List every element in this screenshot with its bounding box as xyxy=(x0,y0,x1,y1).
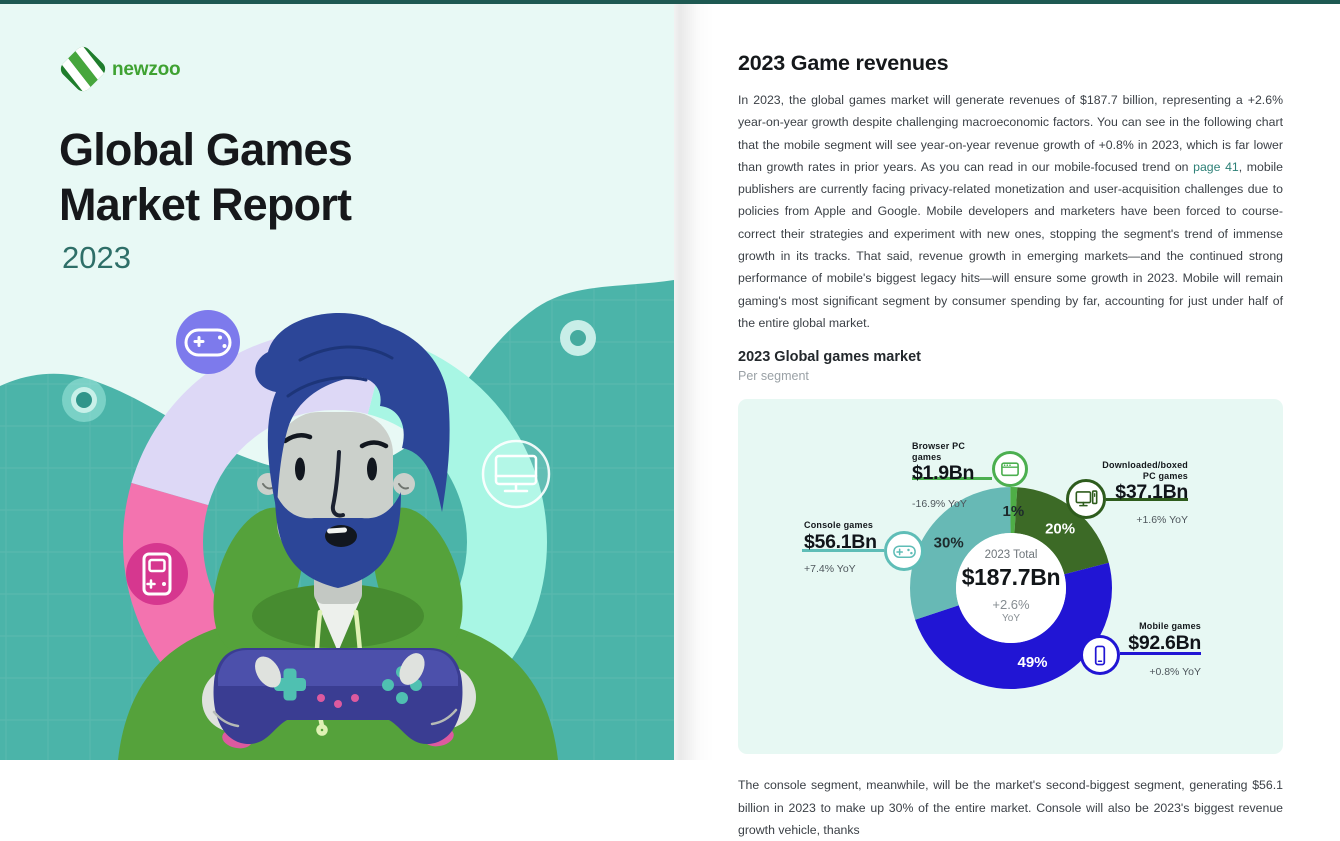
report-page: 2023 Game revenues In 2023, the global g… xyxy=(674,0,1340,837)
intro-paragraph: In 2023, the global games market will ge… xyxy=(738,89,1283,334)
segment-name: Downloaded/boxed xyxy=(1102,460,1188,471)
gamepad-icon xyxy=(176,310,240,374)
page-41-link[interactable]: page 41 xyxy=(1193,159,1239,174)
segment-value: $56.1Bn xyxy=(804,530,877,553)
chart-panel: 1% 20% 49% 30% 2023 Total $187.7Bn +2.6% Yo… xyxy=(738,399,1283,755)
badge-browser-pc-games xyxy=(992,451,1028,488)
cover-title-line2: Market Report xyxy=(59,179,352,230)
monitor-icon xyxy=(481,439,551,509)
browser-window-icon xyxy=(1001,462,1019,477)
wave-dot-decoration-left xyxy=(62,378,106,422)
badge-console-games xyxy=(884,531,924,572)
label-mobile-games: Mobile games $92.6Bn +0.8% YoY xyxy=(1101,621,1201,678)
segment-yoy: +7.4% YoY xyxy=(804,562,856,575)
donut-chart-svg: 1% 20% 49% 30% xyxy=(910,487,1112,690)
segment-value: $37.1Bn xyxy=(1115,481,1188,504)
center-growth-unit: YoY xyxy=(1002,613,1020,625)
cover-year: 2023 xyxy=(62,240,131,275)
newzoo-diamond-icon xyxy=(57,45,109,95)
intro-text-before: In 2023, the global games market will ge… xyxy=(738,93,1283,174)
badge-mobile-games xyxy=(1080,635,1120,676)
cover-title: Global Games Market Report xyxy=(59,122,353,232)
gamer-character xyxy=(118,313,558,760)
segment-value: $92.6Bn xyxy=(1128,631,1201,654)
handheld-console-icon xyxy=(126,543,188,605)
top-bar xyxy=(0,0,1340,4)
segment-name: Console games xyxy=(804,520,874,531)
cover-page: newzoo Global Games Market Report 2023 xyxy=(0,0,674,760)
donut-center-circle xyxy=(956,533,1066,644)
desktop-pc-icon xyxy=(1075,490,1097,507)
label-console-games: Console games $56.1Bn +7.4% YoY xyxy=(804,520,894,575)
svg-text:49%: 49% xyxy=(1017,654,1047,671)
center-growth: +2.6% xyxy=(992,597,1030,613)
donut-segments xyxy=(910,487,1112,690)
svg-text:1%: 1% xyxy=(1003,503,1025,520)
cover-illustration xyxy=(0,0,674,760)
intro-text-after: , mobile publishers are currently facing… xyxy=(738,159,1284,330)
smartphone-icon xyxy=(1094,645,1106,666)
chart-heading: 2023 Global games market xyxy=(738,349,921,366)
segment-value: $1.9Bn xyxy=(912,462,975,485)
connector-downloaded-line xyxy=(1106,498,1188,502)
segment-yoy: -16.9% YoY xyxy=(912,498,967,511)
badge-downloaded-boxed-pc-games xyxy=(1066,479,1106,520)
brand-name: newzoo xyxy=(112,59,181,80)
chart-subheading: Per segment xyxy=(738,369,809,384)
center-total-label: 2023 Total xyxy=(984,549,1038,562)
donut-center-text: 2023 Total $187.7Bn +2.6% YoY xyxy=(946,549,1076,624)
segment-name: Mobile games xyxy=(1139,621,1201,632)
svg-text:30%: 30% xyxy=(934,535,964,552)
segment-name-line2: PC games xyxy=(1142,470,1188,481)
gamepad-icon xyxy=(892,545,916,558)
cover-title-line1: Global Games xyxy=(59,124,353,175)
wave-dot-decoration-right xyxy=(560,320,596,356)
page-heading: 2023 Game revenues xyxy=(738,51,949,75)
footer-paragraph: The console segment, meanwhile, will be … xyxy=(738,778,1283,837)
connector-console-line xyxy=(802,549,884,553)
connector-browser-line xyxy=(912,477,992,481)
brand-logo: newzoo xyxy=(57,45,181,95)
donut-labels: 1% 20% 49% 30% xyxy=(934,503,1075,671)
center-total-value: $187.7Bn xyxy=(961,564,1061,591)
segment-yoy: +1.6% YoY xyxy=(1136,514,1188,527)
segment-name: Browser PC games xyxy=(912,441,966,462)
label-browser-pc-games: Browser PC games $1.9Bn -16.9% YoY xyxy=(912,441,994,510)
svg-text:20%: 20% xyxy=(1045,521,1075,538)
label-downloaded-boxed-pc-games: Downloaded/boxed PC games $37.1Bn +1.6% … xyxy=(1088,460,1188,526)
connector-mobile-line xyxy=(1120,652,1201,656)
segment-yoy: +0.8% YoY xyxy=(1149,665,1201,678)
